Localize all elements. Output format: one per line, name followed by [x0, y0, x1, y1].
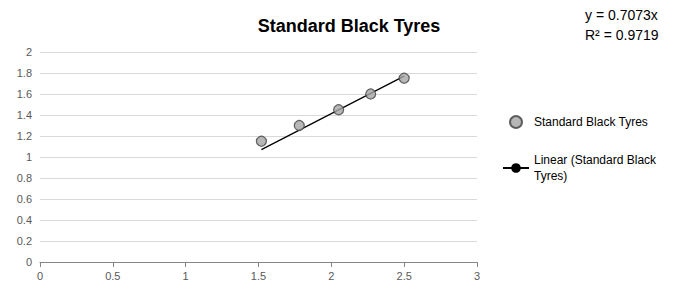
- svg-text:0: 0: [37, 270, 43, 282]
- svg-text:0.6: 0.6: [17, 193, 32, 205]
- svg-text:0: 0: [26, 256, 32, 268]
- svg-text:Standard Black Tyres: Standard Black Tyres: [534, 115, 648, 129]
- svg-text:Linear (Standard Black: Linear (Standard Black: [534, 153, 659, 167]
- svg-text:2.5: 2.5: [397, 270, 412, 282]
- svg-text:y = 0.7073x: y = 0.7073x: [585, 7, 658, 23]
- svg-text:1.8: 1.8: [17, 67, 32, 79]
- svg-text:1.6: 1.6: [17, 88, 32, 100]
- svg-text:0.8: 0.8: [17, 172, 32, 184]
- svg-text:R² = 0.9719: R² = 0.9719: [585, 27, 659, 43]
- svg-text:1.4: 1.4: [17, 109, 32, 121]
- svg-text:1: 1: [26, 151, 32, 163]
- svg-text:1.5: 1.5: [251, 270, 266, 282]
- svg-text:1.2: 1.2: [17, 130, 32, 142]
- svg-text:Standard Black Tyres: Standard Black Tyres: [258, 16, 441, 36]
- svg-text:0.2: 0.2: [17, 235, 32, 247]
- svg-text:2: 2: [328, 270, 334, 282]
- svg-text:3: 3: [474, 270, 480, 282]
- svg-text:2: 2: [26, 46, 32, 58]
- svg-text:1: 1: [183, 270, 189, 282]
- svg-text:Tyres): Tyres): [534, 169, 567, 183]
- svg-text:0.5: 0.5: [105, 270, 120, 282]
- svg-text:0.4: 0.4: [17, 214, 32, 226]
